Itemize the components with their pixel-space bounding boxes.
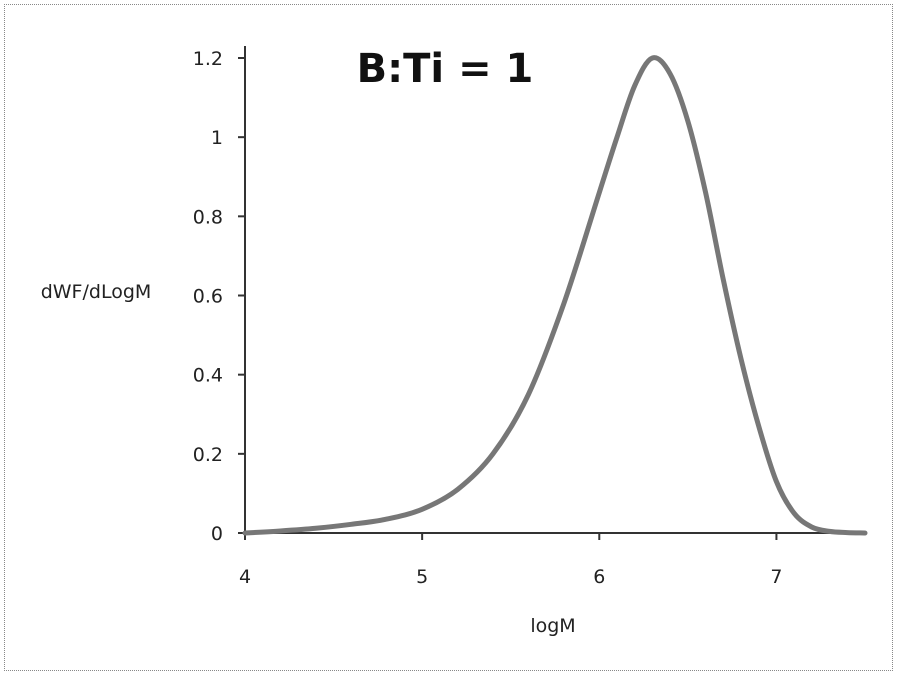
x-axis-label: logM [530, 615, 575, 637]
series-line [245, 58, 865, 533]
y-axis-ticks: 0 0.2 0.4 0.6 0.8 1 1.2 [193, 48, 245, 545]
x-axis-ticks: 4 5 6 7 [239, 533, 783, 588]
y-tick-label: 0.6 [193, 286, 223, 308]
y-tick-label: 0.8 [193, 206, 223, 228]
y-tick-label: 0.4 [193, 365, 223, 387]
y-axis-label: dWF/dLogM [41, 281, 152, 303]
chart-title: B:Ti = 1 [357, 46, 534, 92]
x-tick-label: 6 [593, 566, 605, 588]
x-tick-label: 7 [770, 566, 782, 588]
x-tick-label: 4 [239, 566, 251, 588]
y-tick-label: 1 [211, 127, 223, 149]
x-tick-label: 5 [416, 566, 428, 588]
y-tick-label: 0.2 [193, 444, 223, 466]
y-tick-label: 0 [211, 523, 223, 545]
y-tick-label: 1.2 [193, 48, 223, 70]
